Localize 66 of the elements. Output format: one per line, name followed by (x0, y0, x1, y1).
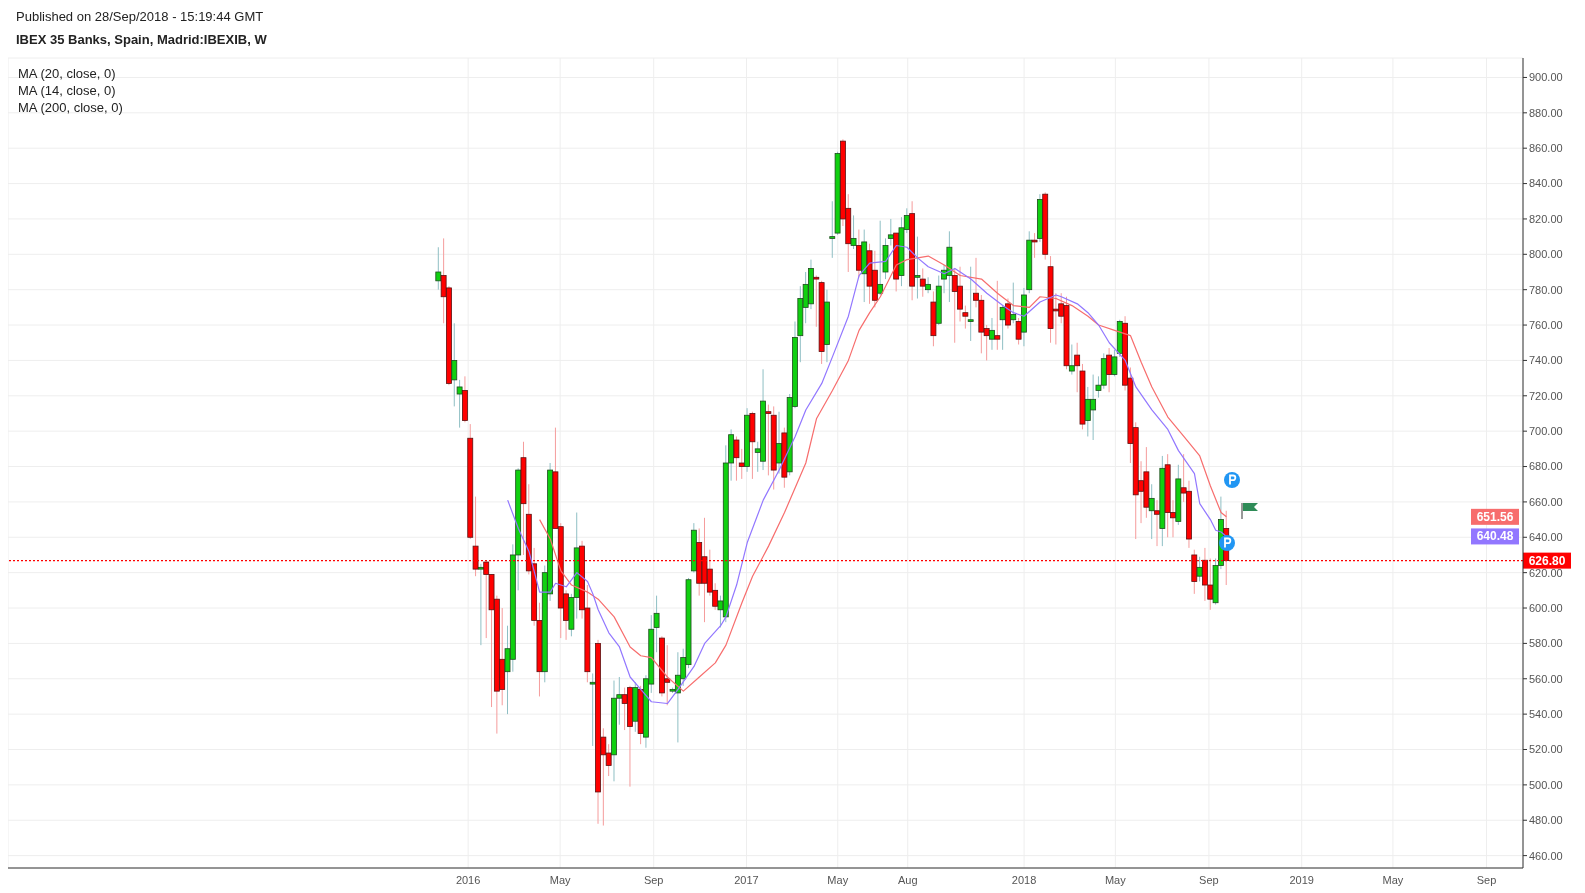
y-tick-label: 660.00 (1529, 495, 1563, 508)
y-tick-label: 600.00 (1529, 601, 1563, 614)
y-tick-label: 520.00 (1529, 743, 1563, 756)
candlestick (850, 214, 857, 250)
candlestick (1031, 232, 1038, 259)
candlestick (1010, 282, 1017, 324)
chart-subtitle: Published on 28/Sep/2018 - 15:19:44 GMT (16, 9, 264, 24)
x-tick-label: 2016 (455, 873, 481, 886)
candlestick (435, 246, 442, 291)
candlestick (994, 280, 1001, 351)
candlestick (478, 563, 484, 646)
candlestick (776, 411, 782, 475)
candlestick (1154, 499, 1160, 547)
y-tick-label: 560.00 (1529, 672, 1563, 685)
y-tick-label: 640.00 (1529, 531, 1563, 544)
y-tick-label: 820.00 (1529, 212, 1563, 225)
y-tick-label: 680.00 (1529, 460, 1563, 473)
y-tick-label: 780.00 (1529, 283, 1563, 296)
candlestick (919, 267, 926, 298)
y-tick-label: 800.00 (1529, 248, 1563, 261)
y-tick-label: 580.00 (1529, 637, 1563, 650)
x-tick-label: Aug (897, 873, 918, 886)
annotation: MA (20, close, 0) (18, 66, 116, 81)
candlestick (733, 435, 740, 482)
x-tick-label: 2018 (1011, 873, 1037, 886)
x-tick-label: May (1382, 873, 1404, 886)
annotation: 640.48 (1476, 529, 1514, 544)
x-tick-label: 2019 (1289, 873, 1314, 886)
candlestick (999, 305, 1006, 351)
x-tick-label: May (1104, 873, 1127, 886)
x-tick-label: Sep (1476, 873, 1497, 886)
candlestick (1106, 347, 1112, 393)
x-tick-label: Sep (643, 873, 664, 886)
x-tick-label: May (827, 873, 849, 886)
y-tick-label: 540.00 (1529, 708, 1563, 721)
candlestick (925, 276, 931, 294)
candlestick (914, 236, 921, 300)
ref-line-label: 626.80 (1528, 553, 1566, 568)
y-tick-label: 900.00 (1529, 71, 1563, 84)
x-tick-label: 2017 (734, 873, 759, 886)
candlestick (589, 672, 596, 747)
candlestick (1015, 317, 1022, 346)
y-tick-label: 620.00 (1529, 566, 1563, 579)
candlestick (1148, 483, 1155, 540)
chart-title: IBEX 35 Banks, Spain, Madrid:IBEXIB, W (16, 32, 267, 47)
annotation: MA (14, close, 0) (18, 83, 116, 98)
annotation: 651.56 (1476, 509, 1514, 524)
candlestick (1068, 344, 1075, 376)
candlestick (967, 266, 974, 342)
annotation: MA (200, close, 0) (18, 100, 123, 115)
x-tick-label: Sep (1199, 873, 1219, 886)
y-tick-label: 760.00 (1529, 318, 1563, 331)
y-tick-label: 860.00 (1529, 142, 1563, 155)
y-tick-label: 460.00 (1529, 849, 1563, 862)
y-tick-label: 480.00 (1529, 814, 1563, 827)
candlestick (989, 317, 995, 351)
candlestick (1005, 298, 1011, 330)
candlestick (887, 218, 894, 246)
candlestick (1196, 556, 1203, 582)
x-tick-label: May (549, 873, 572, 886)
y-tick-label: 720.00 (1529, 389, 1563, 402)
y-tick-label: 500.00 (1529, 778, 1563, 791)
y-tick-label: 880.00 (1529, 106, 1563, 119)
y-tick-label: 700.00 (1529, 425, 1563, 438)
y-tick-label: 840.00 (1529, 177, 1563, 190)
y-tick-label: 740.00 (1529, 354, 1563, 367)
